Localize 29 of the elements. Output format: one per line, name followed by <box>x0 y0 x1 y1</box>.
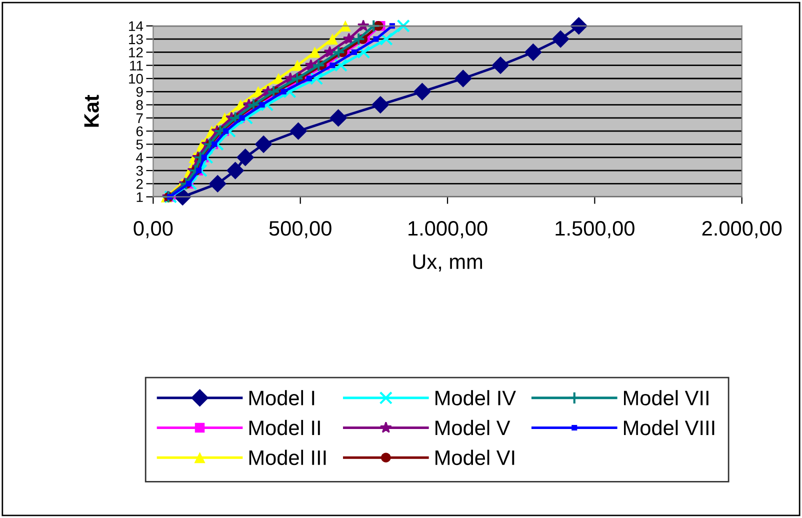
x-tick-label: 1.000,00 <box>408 221 488 238</box>
y-tick-label: 4 <box>136 152 144 162</box>
y-tick-label: 3 <box>136 166 143 176</box>
y-tick-label: 10 <box>129 74 143 84</box>
y-tick-label: 8 <box>136 100 143 110</box>
y-tick-label: 6 <box>136 126 143 136</box>
y-tick-label: 2 <box>136 179 143 189</box>
legend-label: Model VII <box>624 390 708 406</box>
legend-label: Model VIII <box>624 420 714 436</box>
y-tick-label: 11 <box>130 60 143 70</box>
y-tick-label: 14 <box>129 21 144 31</box>
x-axis-title: Ux, mm <box>413 254 482 272</box>
x-tick-label: 0,00 <box>134 221 173 238</box>
y-tick-label: 9 <box>136 86 143 97</box>
y-tick-label: 7 <box>136 113 143 123</box>
legend-label: Model V <box>436 420 510 436</box>
y-tick-label: 12 <box>129 48 143 58</box>
y-tick-label: 13 <box>129 34 143 44</box>
legend-label: Model IV <box>436 390 516 406</box>
x-tick-label: 500,00 <box>269 221 332 238</box>
x-tick-label: 2.000,00 <box>702 221 782 238</box>
legend-label: Model VI <box>436 450 514 466</box>
y-tick-label: 5 <box>136 140 143 150</box>
legend-label: Model II <box>249 420 320 436</box>
y-axis-title: Kat <box>84 94 99 127</box>
x-tick-label: 1.500,00 <box>556 221 634 238</box>
legend-label: Model I <box>249 390 314 406</box>
legend-label: Model III <box>249 450 326 466</box>
y-tick-label: 1 <box>136 192 143 202</box>
